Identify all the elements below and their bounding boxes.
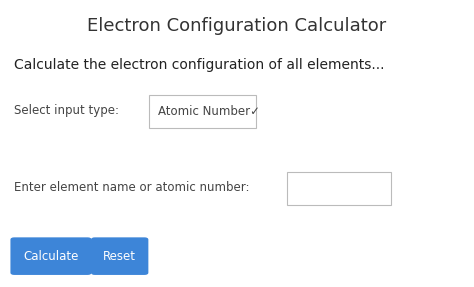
FancyBboxPatch shape (149, 95, 256, 128)
Text: Calculate the electron configuration of all elements...: Calculate the electron configuration of … (14, 58, 385, 71)
Text: Select input type:: Select input type: (14, 104, 119, 117)
FancyBboxPatch shape (10, 237, 91, 275)
Text: Electron Configuration Calculator: Electron Configuration Calculator (87, 17, 387, 35)
Text: Reset: Reset (103, 250, 136, 263)
FancyBboxPatch shape (287, 172, 391, 205)
Text: Enter element name or atomic number:: Enter element name or atomic number: (14, 181, 250, 195)
Text: Atomic Number✓: Atomic Number✓ (158, 105, 260, 118)
Text: Calculate: Calculate (23, 250, 79, 263)
FancyBboxPatch shape (91, 237, 148, 275)
